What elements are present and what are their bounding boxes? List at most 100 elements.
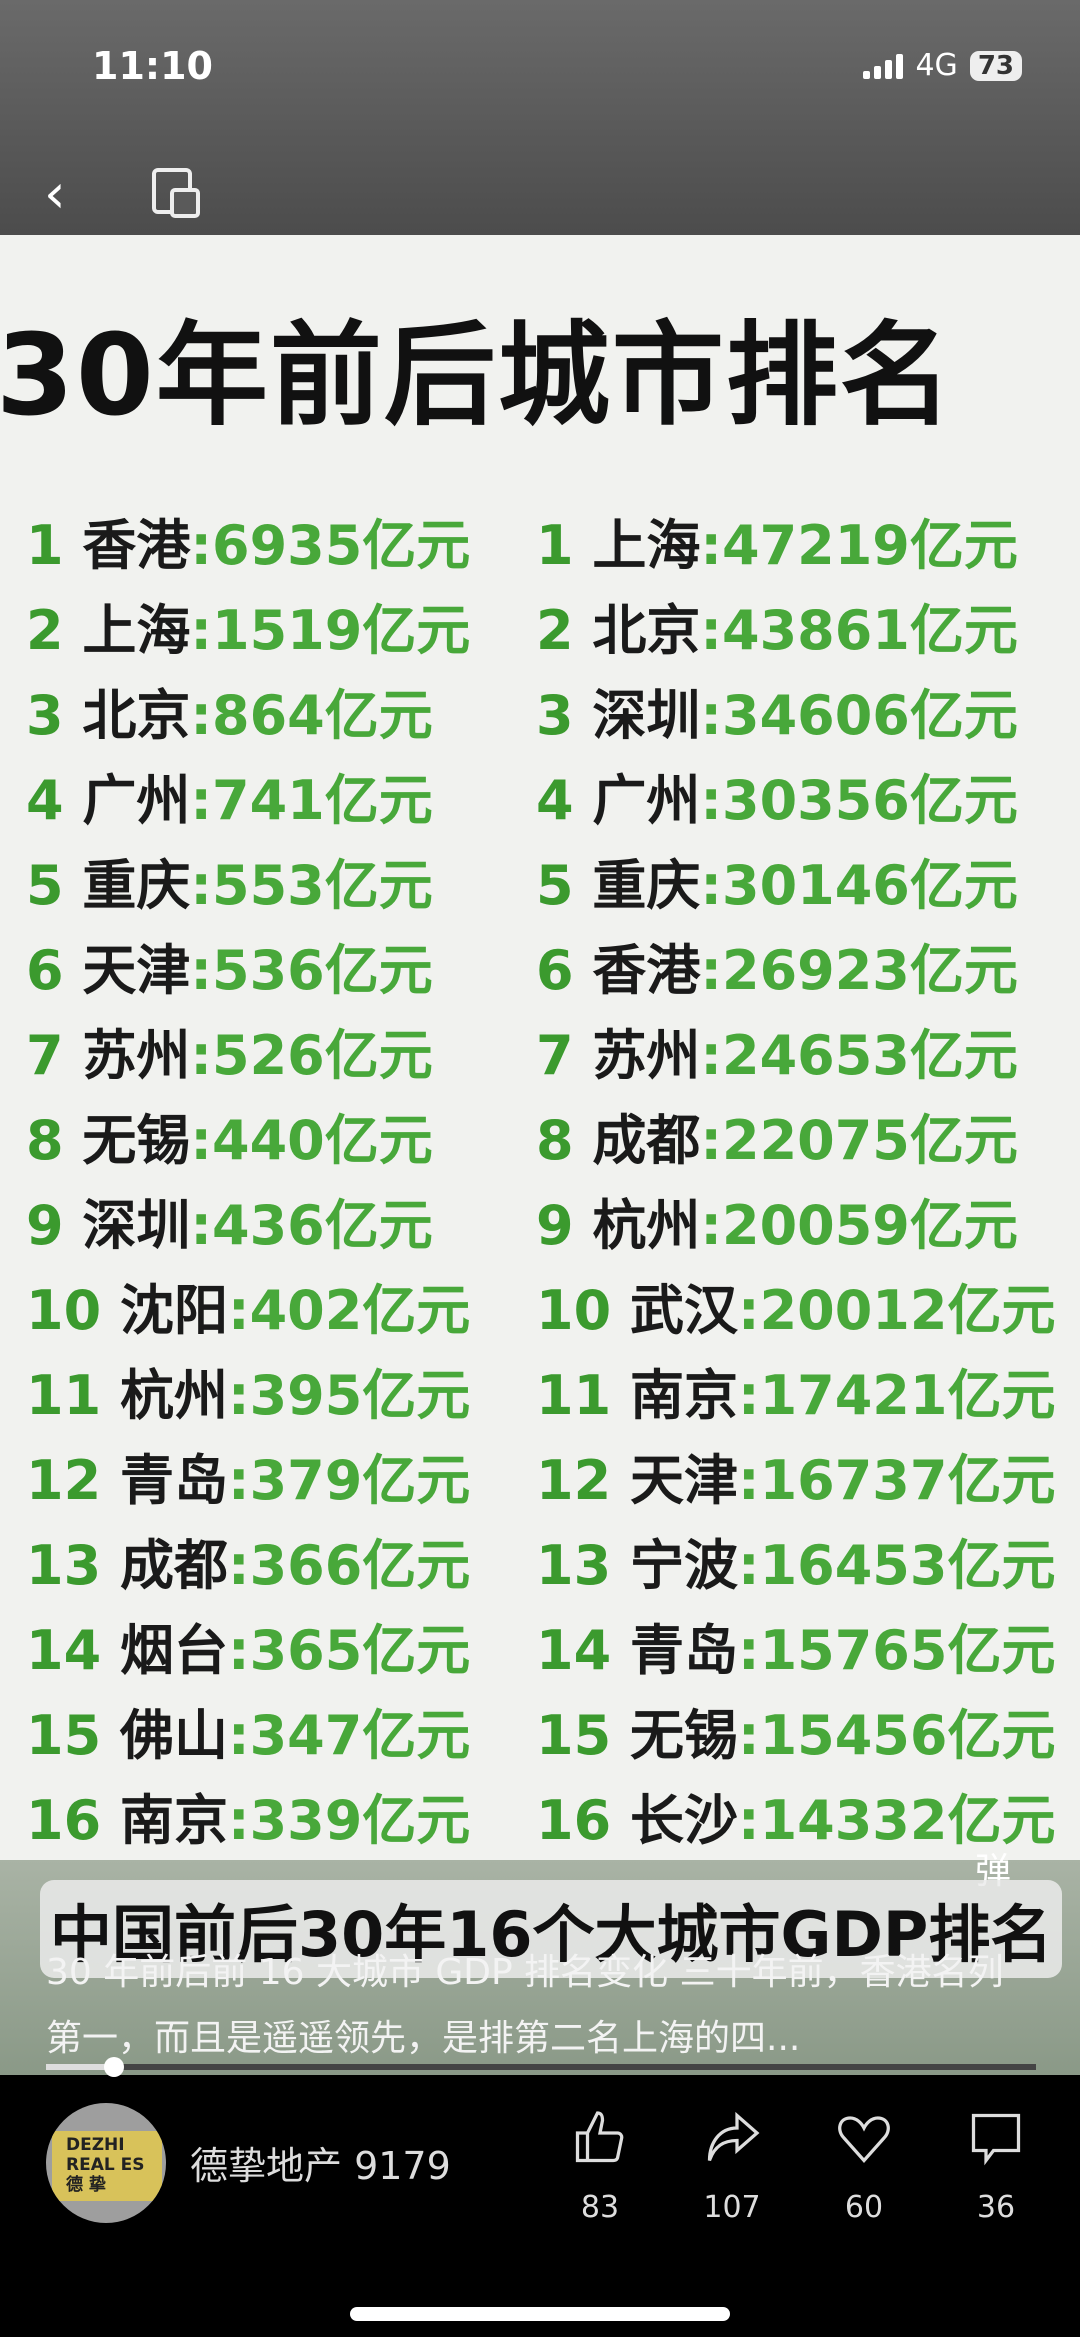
heart-icon — [838, 2116, 890, 2163]
rank-number: 14 — [536, 1619, 612, 1682]
rank-number: 10 — [26, 1279, 102, 1342]
video-description[interactable]: 30 年前后前 16 大城市 GDP 排名变化 三十年前，香港名列第一，而且是遥… — [46, 1952, 1004, 2059]
gdp-value: 20012亿元 — [759, 1279, 1056, 1342]
city-name: 重庆 — [592, 854, 701, 917]
city-name: 武汉 — [629, 1279, 738, 1342]
gdp-value: 15456亿元 — [759, 1704, 1056, 1767]
rank-number: 10 — [536, 1279, 612, 1342]
gdp-value: 30146亿元 — [722, 854, 1018, 917]
progress-bar[interactable] — [46, 2064, 1036, 2070]
rank-number: 13 — [536, 1534, 612, 1597]
city-name: 无锡 — [629, 1704, 738, 1767]
ranking-row: 9 深圳:436亿元 — [26, 1194, 433, 1257]
city-name: 北京 — [592, 599, 701, 662]
ranking-row: 2 上海:1519亿元 — [26, 599, 471, 662]
ranking-before: 1 香港:6935亿元 2 上海:1519亿元 3 北京:864亿元 4 广州:741… — [26, 503, 470, 1860]
share-button[interactable]: 107 — [692, 2108, 772, 2225]
city-name: 沈阳 — [119, 1279, 228, 1342]
gdp-value: 15765亿元 — [759, 1619, 1056, 1682]
cast-screen-icon[interactable] — [152, 168, 200, 218]
city-name: 苏州 — [82, 1024, 191, 1087]
like-button[interactable]: 83 — [560, 2108, 640, 2225]
gdp-value: 24653亿元 — [722, 1024, 1018, 1087]
city-name: 南京 — [119, 1789, 228, 1852]
thumbs-up-icon — [575, 2111, 624, 2163]
like-count: 83 — [580, 2190, 620, 2225]
city-name: 广州 — [592, 769, 701, 832]
gdp-value: 17421亿元 — [759, 1364, 1056, 1427]
gdp-value: 436亿元 — [212, 1194, 433, 1257]
ranking-row: 11 南京:17421亿元 — [536, 1364, 1056, 1427]
comment-button[interactable]: 36 — [956, 2108, 1036, 2225]
gdp-value: 43861亿元 — [722, 599, 1018, 662]
city-name: 深圳 — [82, 1194, 191, 1257]
city-name: 上海 — [82, 599, 191, 662]
ranking-row: 8 无锡:440亿元 — [26, 1109, 433, 1172]
gdp-value: 22075亿元 — [722, 1109, 1018, 1172]
gdp-value: 30356亿元 — [722, 769, 1018, 832]
rank-number: 2 — [26, 599, 64, 662]
rank-number: 3 — [536, 684, 574, 747]
comment-bubble-icon — [971, 2113, 1021, 2166]
ranking-row: 1 香港:6935亿元 — [26, 514, 471, 577]
ranking-row: 5 重庆:30146亿元 — [536, 854, 1018, 917]
ranking-row: 7 苏州:24653亿元 — [536, 1024, 1018, 1087]
share-count: 107 — [703, 2190, 761, 2225]
rank-number: 11 — [536, 1364, 612, 1427]
city-name: 青岛 — [119, 1449, 228, 1512]
ranking-row: 2 北京:43861亿元 — [536, 599, 1018, 662]
progress-handle[interactable] — [104, 2057, 124, 2077]
home-indicator[interactable] — [350, 2307, 730, 2321]
ranking-row: 7 苏州:526亿元 — [26, 1024, 433, 1087]
rank-number: 14 — [26, 1619, 102, 1682]
ranking-row: 9 杭州:20059亿元 — [536, 1194, 1018, 1257]
gdp-value: 402亿元 — [249, 1279, 471, 1342]
video-subtitle: 中国前后30年16个大城市GDP排名 — [40, 1880, 1063, 1978]
city-name: 成都 — [119, 1534, 228, 1597]
ranking-row: 4 广州:741亿元 — [26, 769, 433, 832]
gdp-value: 379亿元 — [249, 1449, 471, 1512]
video-player[interactable]: 30年前后城市排名 1 香港:6935亿元 2 上海:1519亿元 3 北京:864… — [0, 235, 1080, 1860]
city-name: 香港 — [82, 514, 191, 577]
ranking-row: 15 无锡:15456亿元 — [536, 1704, 1056, 1767]
ranking-row: 6 天津:536亿元 — [26, 939, 433, 1002]
ranking-row: 10 武汉:20012亿元 — [536, 1279, 1056, 1342]
city-name: 烟台 — [119, 1619, 228, 1682]
rank-number: 16 — [536, 1789, 612, 1852]
back-chevron-icon[interactable]: ‹ — [44, 162, 66, 225]
gdp-value: 741亿元 — [212, 769, 433, 832]
gdp-value: 864亿元 — [212, 684, 433, 747]
rank-number: 9 — [536, 1194, 574, 1257]
ranking-row: 3 深圳:34606亿元 — [536, 684, 1018, 747]
city-name: 无锡 — [82, 1109, 191, 1172]
city-name: 香港 — [592, 939, 701, 1002]
rank-number: 15 — [536, 1704, 612, 1767]
avatar[interactable]: DEZHI REAL ES 德 挚 — [46, 2103, 166, 2223]
favorite-button[interactable]: 60 — [824, 2108, 904, 2225]
rank-number: 12 — [26, 1449, 102, 1512]
ranking-row: 5 重庆:553亿元 — [26, 854, 433, 917]
rank-number: 6 — [26, 939, 64, 1002]
ranking-row: 11 杭州:395亿元 — [26, 1364, 471, 1427]
rank-number: 1 — [536, 514, 574, 577]
city-name: 上海 — [592, 514, 701, 577]
gdp-value: 366亿元 — [249, 1534, 471, 1597]
progress-fill — [46, 2064, 106, 2070]
rank-number: 13 — [26, 1534, 102, 1597]
city-name: 佛山 — [119, 1704, 228, 1767]
gdp-value: 347亿元 — [249, 1704, 471, 1767]
ranking-row: 6 香港:26923亿元 — [536, 939, 1018, 1002]
rank-number: 12 — [536, 1449, 612, 1512]
favorite-count: 60 — [844, 2190, 884, 2225]
rank-number: 16 — [26, 1789, 102, 1852]
rank-number: 8 — [536, 1109, 574, 1172]
ranking-row: 1 上海:47219亿元 — [536, 514, 1018, 577]
gdp-value: 395亿元 — [249, 1364, 471, 1427]
author-name[interactable]: 德挚地产 9179 — [190, 2144, 451, 2188]
network-type: 4G — [915, 48, 958, 83]
rank-number: 5 — [26, 854, 64, 917]
ranking-row: 3 北京:864亿元 — [26, 684, 433, 747]
rank-number: 4 — [26, 769, 64, 832]
rank-number: 8 — [26, 1109, 64, 1172]
gdp-value: 26923亿元 — [722, 939, 1018, 1002]
